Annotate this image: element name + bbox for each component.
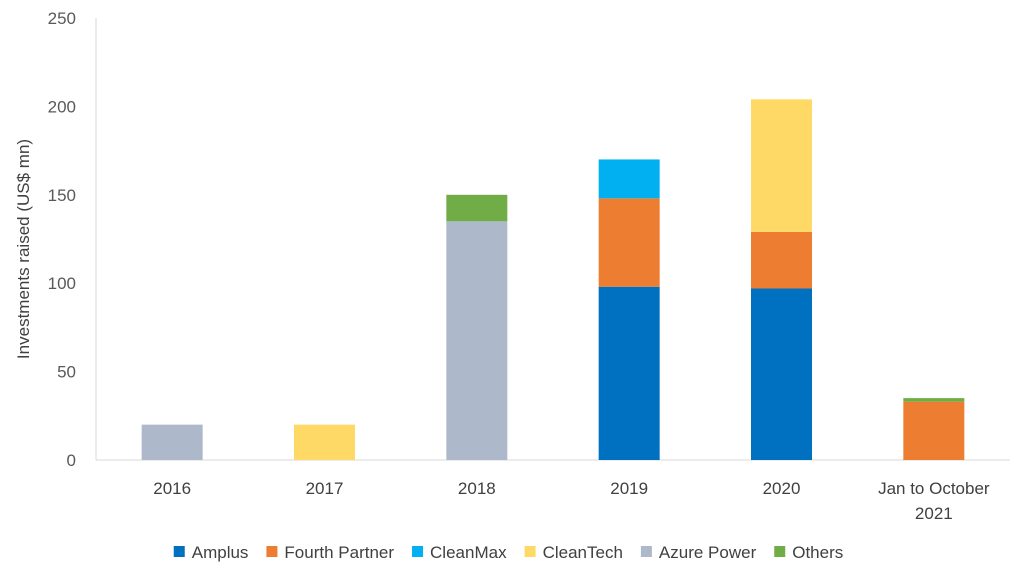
legend-swatch: [412, 546, 424, 557]
x-tick-label: 2021: [915, 504, 953, 523]
y-tick-label: 100: [48, 274, 76, 293]
legend-item-cleantech: CleanTech: [524, 543, 623, 562]
legend-item-others: Others: [774, 543, 843, 562]
x-tick-label: 2017: [306, 479, 344, 498]
bar-segment-fourth-partner: [903, 401, 965, 460]
bar-segment-others: [903, 398, 965, 402]
y-tick-label: 250: [48, 9, 76, 28]
legend-swatch: [266, 546, 278, 557]
bars: [141, 99, 965, 460]
bar-segment-cleantech: [294, 424, 355, 460]
legend-item-azure-power: Azure Power: [640, 543, 757, 562]
legend-item-fourth-partner: Fourth Partner: [266, 543, 394, 562]
legend-item-cleanmax: CleanMax: [412, 543, 507, 562]
x-tick-label: Jan to October: [878, 479, 990, 498]
y-tick-label: 0: [67, 451, 76, 470]
bar-segment-cleanmax: [598, 159, 660, 199]
legend-swatch: [173, 546, 185, 557]
axes: 0 50 100 150 200 250 Investments raised (US$ m…: [14, 9, 1010, 523]
y-tick-label: 50: [57, 363, 76, 382]
legend-label: Others: [792, 543, 843, 562]
x-tick-label: 2020: [763, 479, 801, 498]
x-tick-label: 2016: [153, 479, 191, 498]
legend-swatch: [524, 546, 536, 557]
legend: Amplus Fourth Partner CleanMax CleanTech Azu…: [173, 543, 843, 562]
y-tick-label: 150: [48, 186, 76, 205]
y-tick-label: 200: [48, 97, 76, 116]
bar-segment-fourth-partner: [598, 198, 660, 287]
legend-swatch: [774, 546, 786, 557]
bar-segment-others: [446, 194, 508, 222]
bar-segment-azure-power: [446, 221, 508, 460]
legend-swatch: [640, 546, 652, 557]
bar-segment-amplus: [598, 286, 660, 460]
y-axis-title: Investments raised (US$ mn): [14, 139, 33, 359]
legend-label: Azure Power: [659, 543, 757, 562]
bar-segment-fourth-partner: [751, 231, 812, 289]
legend-label: Fourth Partner: [284, 543, 394, 562]
legend-label: CleanMax: [430, 543, 507, 562]
x-tick-label: 2019: [610, 479, 648, 498]
bar-segment-cleantech: [751, 99, 812, 232]
bar-segment-azure-power: [141, 424, 203, 460]
legend-item-amplus: Amplus: [173, 543, 249, 562]
x-tick-label: 2018: [458, 479, 496, 498]
legend-label: Amplus: [192, 543, 249, 562]
bar-segment-amplus: [751, 288, 812, 460]
legend-label: CleanTech: [543, 543, 623, 562]
